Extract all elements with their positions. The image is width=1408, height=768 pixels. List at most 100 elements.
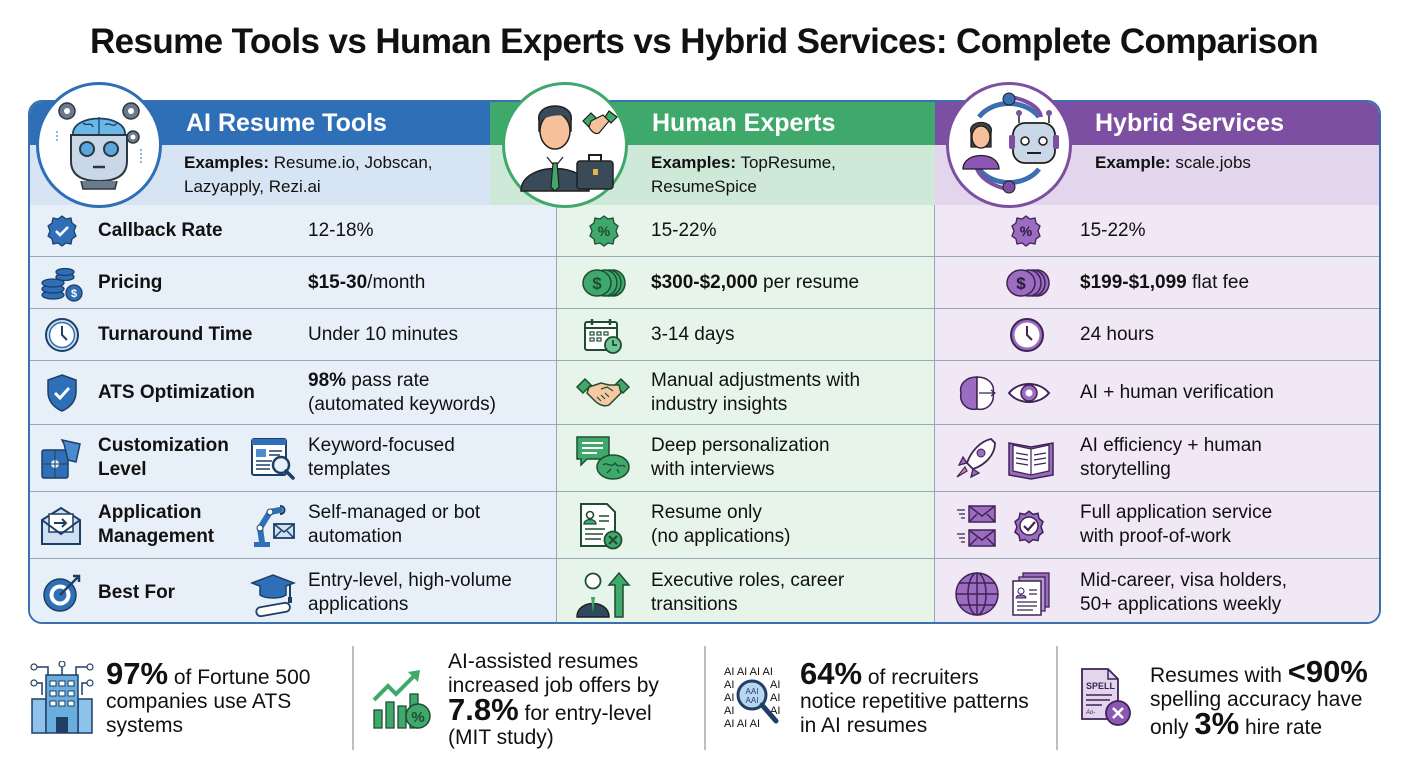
human-callback-value: 15-22% (651, 220, 717, 241)
divider (704, 646, 706, 750)
row-pricing: $ $199-$1,099 flat fee (935, 256, 1379, 308)
ai-best-for-value: Entry-level, high-volume applications (308, 570, 512, 615)
row-callback-rate: Callback Rate 12-18% (30, 205, 556, 256)
ai-callback-value: 12-18% (308, 220, 374, 241)
globe-documents-icon (953, 571, 1057, 617)
resume-x-icon (579, 502, 625, 550)
hybrid-ats-value: AI + human verification (1080, 382, 1274, 403)
row-label: Turnaround Time (98, 324, 253, 345)
row-best-for: Mid-career, visa holders, 50+ application… (935, 558, 1379, 622)
ai-application-value: Self-managed or bot automation (308, 502, 481, 547)
row-best-for: Best For Entry-level, high-volume applica… (30, 558, 556, 622)
human-experts-title: Human Experts (652, 109, 836, 137)
row-label: Callback Rate (98, 220, 223, 241)
human-best-for-value: Executive roles, career transitions (651, 570, 845, 615)
row-best-for: Executive roles, career transitions (557, 558, 934, 622)
examples-label: Example: (1095, 153, 1171, 172)
puzzle-icon (40, 438, 82, 480)
target-icon (42, 573, 82, 613)
mail-verified-icon (955, 502, 1059, 550)
stat-text: 97% of Fortune 500 companies use ATS sys… (106, 656, 311, 737)
hybrid-services-column: % 15-22% $ $199-$1,099 flat fee 24 hours… (935, 205, 1379, 622)
row-callback-rate: % 15-22% (557, 205, 934, 256)
svg-text:AAI: AAI (746, 696, 759, 705)
examples-value: scale.jobs (1175, 153, 1251, 172)
network-building-icon (28, 659, 96, 740)
svg-text:SPELL: SPELL (1086, 681, 1116, 691)
clock-icon (44, 317, 80, 353)
svg-text:%: % (1020, 223, 1033, 239)
stat-spelling-accuracy: SPELL Ao- Resumes with <90% spelling accu… (1080, 645, 1390, 755)
brain-eye-icon (957, 373, 1057, 413)
ai-tools-title: AI Resume Tools (186, 109, 387, 137)
examples-label: Examples: (184, 153, 270, 172)
percent-badge-icon: % (1009, 214, 1043, 248)
examples-value: Resume.io, Jobscan, Lazyapply, Rezi.ai (184, 153, 433, 196)
ai-tools-column: Callback Rate 12-18% $ Pricing $15-30/mo… (30, 205, 557, 622)
handshake-icon (575, 375, 631, 411)
divider (1056, 646, 1058, 750)
document-search-icon (250, 437, 296, 481)
row-label: ATS Optimization (98, 382, 255, 403)
row-turnaround-time: Turnaround Time Under 10 minutes (30, 308, 556, 360)
robot-arm-mail-icon (250, 504, 296, 548)
svg-text:$: $ (592, 274, 602, 293)
executive-growth-icon (575, 569, 631, 619)
verified-badge-icon (44, 213, 80, 249)
hybrid-services-badge (946, 82, 1072, 208)
row-pricing: $ Pricing $15-30/month (30, 256, 556, 308)
svg-text:$: $ (1016, 274, 1026, 293)
clock-icon (1009, 317, 1045, 353)
examples-label: Examples: (651, 153, 737, 172)
spell-document-x-icon: SPELL Ao- (1080, 667, 1136, 734)
divider (352, 646, 354, 750)
ai-tools-badge (36, 82, 162, 208)
row-label: Application Management (98, 502, 215, 547)
row-application-management: Application Management Self-managed or bo… (30, 491, 556, 558)
svg-text:AI: AI (724, 692, 734, 704)
hybrid-services-title: Hybrid Services (1095, 109, 1284, 137)
row-customization-level: Customization Level Keyword-focused templa… (30, 424, 556, 491)
rocket-book-icon (953, 437, 1063, 481)
robot-brain-gears-icon (47, 91, 151, 200)
examples-value: TopResume, ResumeSpice (651, 153, 836, 196)
stat-text: 64% of recruiters notice repetitive patt… (800, 656, 1029, 737)
chat-brain-icon (575, 435, 631, 483)
graduation-cap-icon (250, 571, 296, 617)
ai-customization-value: Keyword-focused templates (308, 435, 455, 480)
row-turnaround-time: 24 hours (935, 308, 1379, 360)
human-turnaround-value: 3-14 days (651, 324, 735, 345)
stat-fortune-500: 97% of Fortune 500 companies use ATS sys… (28, 645, 348, 755)
row-customization-level: Deep personalization with interviews (557, 424, 934, 491)
coin-stack-icon: $ (40, 265, 84, 303)
row-turnaround-time: 3-14 days (557, 308, 934, 360)
dollar-coins-icon: $ (579, 267, 627, 299)
svg-text:$: $ (71, 288, 77, 300)
row-ats-optimization: AI + human verification (935, 360, 1379, 424)
shield-check-icon (44, 373, 80, 413)
hybrid-callback-value: 15-22% (1080, 220, 1146, 241)
row-application-management: Resume only (no applications) (557, 491, 934, 558)
comparison-table: AI Resume Tools Human Experts Hybrid Ser… (28, 100, 1381, 624)
row-application-management: Full application service with proof-of-wo… (935, 491, 1379, 558)
svg-text:AI: AI (724, 679, 734, 691)
human-customization-value: Deep personalization with interviews (651, 435, 830, 480)
row-pricing: $ $300-$2,000 per resume (557, 256, 934, 308)
envelope-arrow-icon (40, 504, 82, 546)
percent-badge-icon: % (587, 214, 621, 248)
row-label: Pricing (98, 272, 163, 293)
row-callback-rate: % 15-22% (935, 205, 1379, 256)
hybrid-turnaround-value: 24 hours (1080, 324, 1154, 345)
stat-mit-study: % AI-assisted resumes increased job offe… (372, 645, 692, 755)
stat-text: AI-assisted resumes increased job offers… (448, 650, 659, 749)
svg-text:AI AI AI AI: AI AI AI AI (724, 666, 773, 678)
businessman-handshake-briefcase-icon (511, 91, 619, 200)
growth-chart-percent-icon: % (372, 666, 434, 735)
ai-pricing-value: $15-30/month (308, 272, 426, 293)
svg-text:AI: AI (724, 705, 734, 717)
row-ats-optimization: Manual adjustments with industry insights (557, 360, 934, 424)
row-ats-optimization: ATS Optimization 98% pass rate (automate… (30, 360, 556, 424)
human-application-value: Resume only (no applications) (651, 502, 791, 547)
human-experts-badge (502, 82, 628, 208)
calendar-clock-icon (583, 317, 623, 355)
